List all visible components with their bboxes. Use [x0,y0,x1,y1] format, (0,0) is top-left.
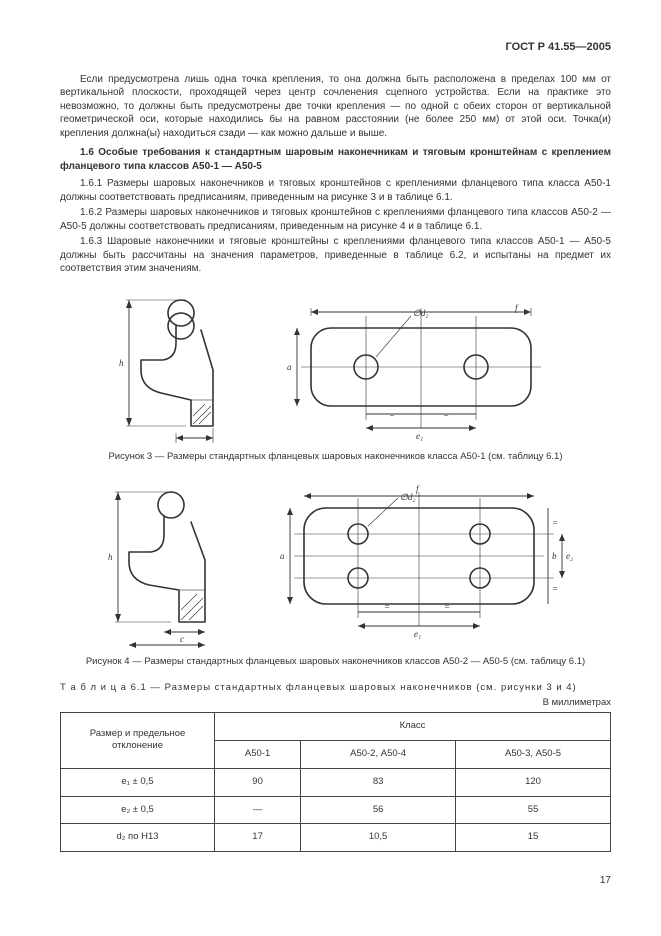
eq-r1: = [552,518,558,528]
th-rowcol: Размер и предельное отклонение [61,713,215,769]
dim-e2-4: e₂ [566,551,573,561]
dim-f: f [515,303,519,313]
dim-f-4: f [416,484,420,494]
table-row: e₂ ± 0,5 — 56 55 [61,796,611,824]
dim-a: a [287,362,292,372]
dim-c: c [190,440,194,443]
th-class-2: А50-3, А50-5 [456,740,611,768]
p-1-6-2: 1.6.2 Размеры шаровых наконечников и тяг… [60,206,611,233]
page-number: 17 [60,874,611,888]
th-class-0: А50-1 [215,740,301,768]
section-1-6-title: 1.6 Особые требования к стандартным шаро… [60,146,611,173]
table-row: e₁ ± 0,5 90 83 120 [61,768,611,796]
th-class: Класс [215,713,611,741]
p-1-6-3: 1.6.3 Шаровые наконечники и тяговые крон… [60,235,611,276]
th-class-1: А50-2, А50-4 [301,740,456,768]
eq-1: = [389,410,395,420]
dim-a-4: a [280,551,285,561]
standard-header: ГОСТ Р 41.55—2005 [60,40,611,55]
dim-e1-4: e₁ [414,629,421,639]
figure-3: h c l [60,288,611,443]
dim-d2: ∅d₂ [413,308,428,318]
figure-3-caption: Рисунок 3 — Размеры стандартных фланцевы… [60,451,611,464]
eq-b2: = [444,602,450,612]
table-6-1-unit: В миллиметрах [60,697,611,710]
eq-r2: = [552,584,558,594]
p-1-6-1: 1.6.1 Размеры шаровых наконечников и тяг… [60,177,611,204]
figure-4: h c l [60,478,611,648]
dim-h-4: h [108,552,113,562]
intro-paragraph: Если предусмотрена лишь одна точка крепл… [60,73,611,141]
dim-b-4: b [552,551,557,561]
figure-4-caption: Рисунок 4 — Размеры стандартных фланцевы… [60,656,611,669]
eq-2: = [443,410,449,420]
dim-c-4: c [180,634,184,644]
eq-b1: = [384,602,390,612]
table-6-1-title: Т а б л и ц а 6.1 — Размеры стандартных … [60,682,611,695]
dim-e1: e₁ [416,431,423,441]
table-6-1: Размер и предельное отклонение Класс А50… [60,712,611,852]
dim-h: h [119,358,124,368]
table-row: d₂ по H13 17 10,5 15 [61,824,611,852]
dim-d2-4: ∅d₂ [400,492,415,502]
